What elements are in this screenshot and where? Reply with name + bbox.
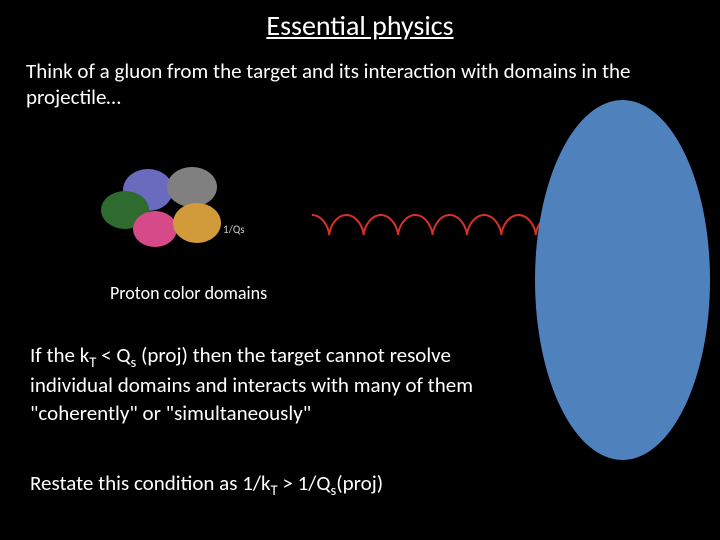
subscript: T <box>271 481 278 499</box>
text-fragment: < Q <box>96 342 130 368</box>
color-domain <box>133 211 177 247</box>
body-paragraph-1: If the kT < Qs (proj) then the target ca… <box>30 342 530 427</box>
slide: Essential physics Think of a gluon from … <box>0 0 720 540</box>
text-fragment: If the k <box>30 342 89 368</box>
projectile-ellipse <box>535 100 710 460</box>
text-fragment: > 1/Q <box>278 470 331 496</box>
intro-text: Think of a gluon from the target and its… <box>26 58 686 111</box>
proton-caption: Proton color domains <box>110 282 267 304</box>
color-domain <box>173 203 221 243</box>
slide-title: Essential physics <box>0 8 720 43</box>
qs-scale-label: 1/Qs <box>223 223 245 236</box>
text-fragment: Restate this condition as 1/k <box>30 470 271 496</box>
body-paragraph-2: Restate this condition as 1/kT > 1/Qs(pr… <box>30 470 590 500</box>
gluon-line-icon <box>310 210 555 240</box>
proton-figure: 1/Qs <box>95 165 250 275</box>
text-fragment: (proj) <box>336 470 383 496</box>
color-domain <box>167 167 217 207</box>
